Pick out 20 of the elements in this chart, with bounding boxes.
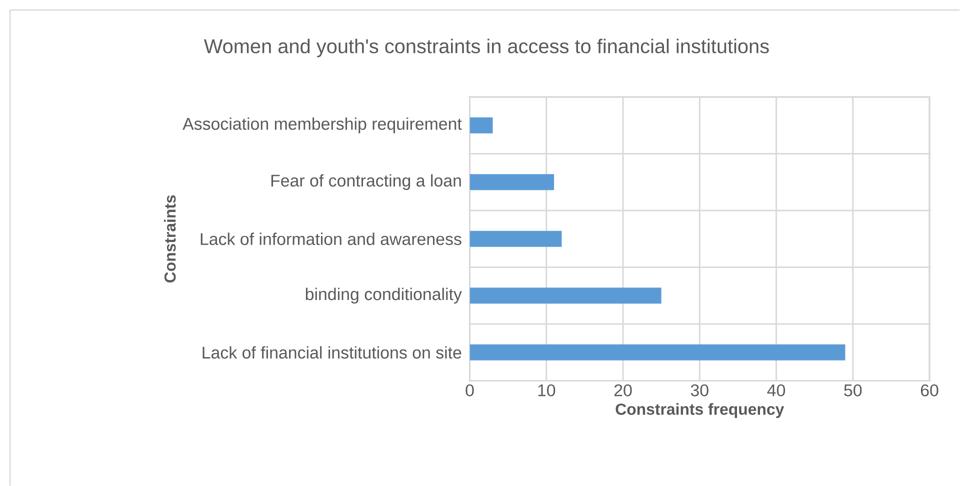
y-tick-label: Lack of information and awareness [200, 232, 462, 245]
chart-title: Women and youth's constraints in access to financial institutions [204, 38, 769, 58]
y-tick-label: binding conditionality [306, 288, 462, 304]
y-tick-label: Lack of financial institutions on site [202, 346, 462, 359]
x-tick-label: 40 [767, 384, 786, 396]
y-tick-label: Fear of contracting a loan [271, 174, 461, 190]
y-axis-title: Constraints [164, 195, 176, 282]
x-tick-label: 30 [690, 384, 708, 396]
x-tick-label: 10 [538, 384, 556, 396]
bar [470, 117, 493, 134]
bar [470, 230, 562, 247]
bar [470, 344, 846, 360]
bar [470, 288, 662, 304]
x-axis-title: Constraints frequency [616, 403, 784, 418]
x-tick-label: 20 [614, 384, 632, 396]
bar [470, 174, 554, 190]
x-tick-label: 60 [920, 384, 938, 396]
x-tick-label: 50 [844, 384, 862, 396]
x-tick-label: 0 [466, 384, 474, 396]
y-tick-label: Association membership requirement [182, 117, 462, 134]
